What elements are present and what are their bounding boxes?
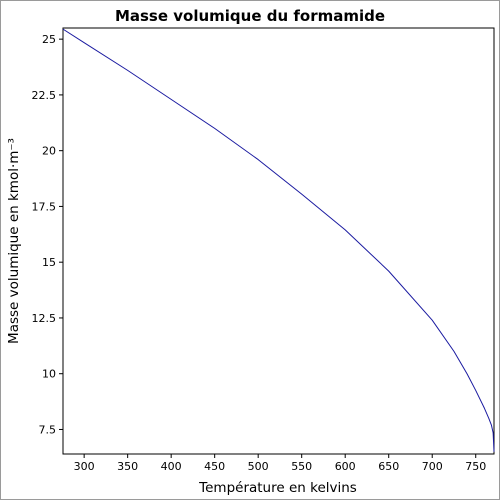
x-tick-label: 650 (378, 460, 399, 473)
y-tick-label: 17.5 (32, 200, 57, 213)
series-layer (62, 28, 495, 452)
x-tick-label: 400 (161, 460, 182, 473)
y-axis: 7.5 10 12.5 15 17.5 20 22.5 25 (32, 33, 63, 436)
x-axis-label: Température en kelvins (198, 480, 357, 496)
x-axis: 300 350 400 450 500 550 600 650 700 750 (74, 454, 486, 473)
y-tick-label: 7.5 (39, 423, 57, 436)
y-tick-label: 12.5 (32, 312, 57, 325)
y-tick-label: 22.5 (32, 89, 57, 102)
density-curve-line (62, 28, 495, 452)
y-axis-label: Masse volumique en kmol·m⁻³ (6, 138, 22, 344)
x-tick-label: 350 (117, 460, 138, 473)
x-tick-label: 300 (74, 460, 95, 473)
y-tick-label: 15 (42, 256, 56, 269)
x-tick-label: 700 (422, 460, 443, 473)
y-tick-label: 10 (42, 368, 56, 381)
x-tick-label: 450 (204, 460, 225, 473)
y-tick-label: 25 (42, 33, 56, 46)
y-tick-label: 20 (42, 145, 56, 158)
x-tick-label: 550 (291, 460, 312, 473)
x-tick-label: 750 (465, 460, 486, 473)
x-tick-label: 500 (248, 460, 269, 473)
x-tick-label: 600 (335, 460, 356, 473)
chart-title: Masse volumique du formamide (115, 7, 385, 25)
plot-area (62, 27, 495, 455)
